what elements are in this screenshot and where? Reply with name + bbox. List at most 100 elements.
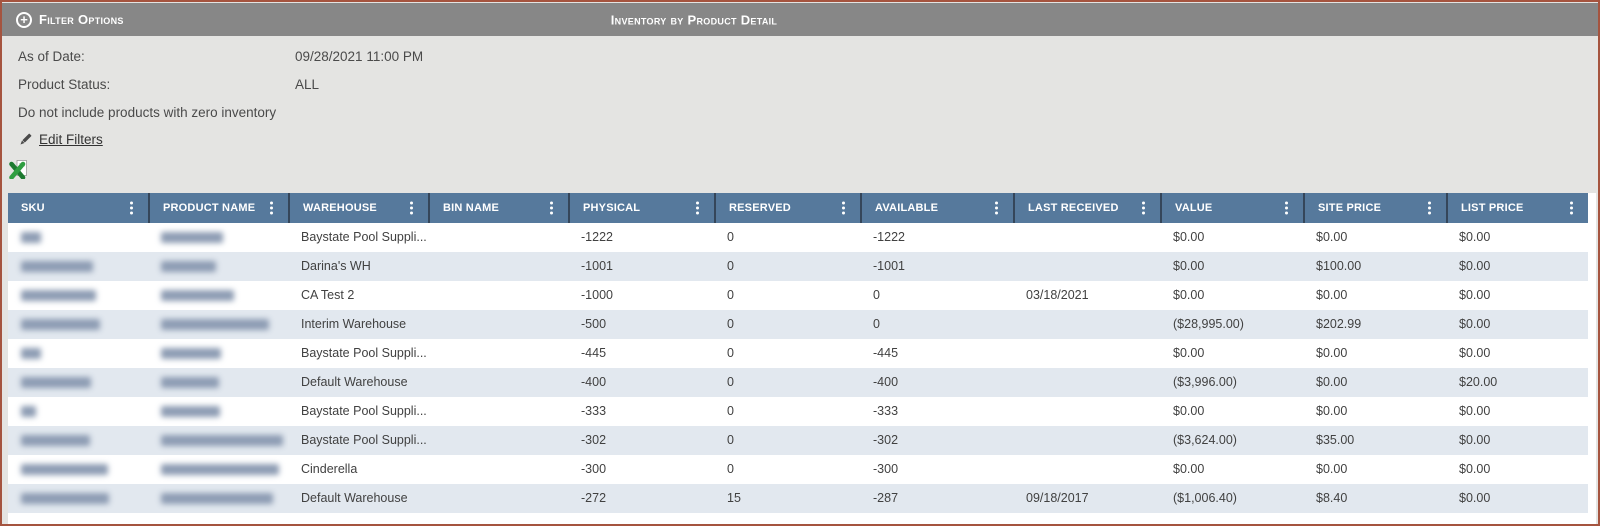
cell-list_price: $0.00 [1459, 259, 1491, 273]
cell-warehouse: Default Warehouse [301, 491, 408, 505]
cell-last_received [1013, 455, 1160, 484]
cell-reserved: 0 [727, 404, 734, 418]
redacted-product-name [161, 290, 234, 301]
cell-list_price: $0.00 [1459, 462, 1491, 476]
cell-reserved: 15 [727, 491, 741, 505]
cell-bin_name [428, 484, 568, 513]
cell-bin_name [428, 339, 568, 368]
cell-sku [8, 223, 148, 252]
column-header-bin_name[interactable]: BIN NAME [428, 193, 568, 223]
cell-reserved: 0 [727, 288, 734, 302]
cell-available: 0 [873, 317, 880, 331]
column-header-product_name[interactable]: PRODUCT NAME [148, 193, 288, 223]
column-header-physical[interactable]: PHYSICAL [568, 193, 714, 223]
column-header-label: PRODUCT NAME [163, 202, 256, 214]
column-header-available[interactable]: AVAILABLE [860, 193, 1013, 223]
column-header-site_price[interactable]: SITE PRICE [1303, 193, 1446, 223]
cell-physical: -300 [581, 462, 607, 476]
cell-warehouse: Interim Warehouse [301, 317, 407, 331]
cell-product_name [148, 455, 288, 484]
column-header-value[interactable]: VALUE [1160, 193, 1303, 223]
filter-options-toggle[interactable]: + Filter Options [16, 11, 124, 28]
table-row: CA Test 2 -1000 0 0 03/18/2021 $0.00 $0.00 $0.0… [8, 281, 1588, 310]
table-row: Baystate Pool Suppli... -302 0 -302 ($3,624.… [8, 426, 1588, 455]
cell-last_received: 03/18/2021 [1026, 288, 1089, 302]
cell-last_received [1013, 339, 1160, 368]
cell-list_price: $0.00 [1459, 491, 1491, 505]
redacted-product-name [161, 319, 269, 330]
column-menu-icon[interactable] [1426, 200, 1433, 217]
cell-available: -300 [873, 462, 899, 476]
column-menu-icon[interactable] [128, 200, 135, 217]
cell-physical: -302 [581, 433, 607, 447]
cell-last_received: 09/18/2017 [1026, 491, 1089, 505]
column-menu-icon[interactable] [1568, 200, 1575, 217]
cell-available: -400 [873, 375, 899, 389]
cell-sku [8, 397, 148, 426]
table-row: Baystate Pool Suppli... -445 0 -445 $0.00 $0.… [8, 339, 1588, 368]
redacted-product-name [161, 435, 283, 446]
column-menu-icon[interactable] [1140, 200, 1147, 217]
column-header-label: VALUE [1175, 202, 1213, 214]
table-row: Interim Warehouse -500 0 0 ($28,995.00) $202.… [8, 310, 1588, 339]
cell-bin_name [428, 368, 568, 397]
cell-bin_name [428, 281, 568, 310]
column-menu-icon[interactable] [408, 200, 415, 217]
cell-warehouse: Default Warehouse [301, 375, 408, 389]
redacted-sku [21, 435, 90, 446]
column-menu-icon[interactable] [268, 200, 275, 217]
cell-reserved: 0 [727, 462, 734, 476]
column-menu-icon[interactable] [840, 200, 847, 217]
cell-value: $0.00 [1173, 230, 1205, 244]
cell-value: ($3,624.00) [1173, 433, 1237, 447]
column-header-reserved[interactable]: RESERVED [714, 193, 860, 223]
column-header-warehouse[interactable]: WAREHOUSE [288, 193, 428, 223]
column-header-list_price[interactable]: LIST PRICE [1446, 193, 1588, 223]
excel-export-icon[interactable] [8, 159, 28, 179]
page-title: Inventory by Product Detail [610, 12, 778, 27]
cell-warehouse: Baystate Pool Suppli... [301, 346, 427, 360]
cell-warehouse: Cinderella [301, 462, 358, 476]
edit-filters-link[interactable]: Edit Filters [18, 130, 103, 148]
cell-bin_name [428, 252, 568, 281]
cell-list_price: $0.00 [1459, 346, 1491, 360]
cell-physical: -272 [581, 491, 607, 505]
column-header-label: BIN NAME [443, 202, 499, 214]
cell-product_name [148, 281, 288, 310]
cell-site_price: $0.00 [1316, 404, 1348, 418]
cell-sku [8, 368, 148, 397]
column-header-label: SITE PRICE [1318, 202, 1382, 214]
redacted-product-name [161, 377, 219, 388]
redacted-sku [21, 261, 93, 272]
cell-value: ($1,006.40) [1173, 491, 1237, 505]
product-status-row: Product Status: ALL [18, 77, 319, 95]
plus-circle-icon: + [16, 11, 32, 28]
cell-product_name [148, 339, 288, 368]
column-header-sku[interactable]: SKU [8, 193, 148, 223]
cell-reserved: 0 [727, 317, 734, 331]
redacted-product-name [161, 348, 221, 359]
redacted-product-name [161, 406, 220, 417]
cell-product_name [148, 368, 288, 397]
column-menu-icon[interactable] [993, 200, 1000, 217]
cell-value: ($3,996.00) [1173, 375, 1237, 389]
cell-warehouse: Baystate Pool Suppli... [301, 230, 427, 244]
column-header-label: RESERVED [729, 202, 791, 214]
table-row: Default Warehouse -400 0 -400 ($3,996.00) $0.… [8, 368, 1588, 397]
cell-site_price: $8.40 [1316, 491, 1348, 505]
cell-product_name [148, 397, 288, 426]
column-menu-icon[interactable] [1283, 200, 1290, 217]
cell-warehouse: Baystate Pool Suppli... [301, 404, 427, 418]
column-menu-icon[interactable] [548, 200, 555, 217]
table-body: Baystate Pool Suppli... -1222 0 -1222 $0.00 $… [8, 223, 1596, 513]
cell-last_received [1013, 310, 1160, 339]
cell-available: 0 [873, 288, 880, 302]
column-menu-icon[interactable] [694, 200, 701, 217]
cell-bin_name [428, 426, 568, 455]
cell-physical: -333 [581, 404, 607, 418]
column-header-last_received[interactable]: LAST RECEIVED [1013, 193, 1160, 223]
cell-reserved: 0 [727, 433, 734, 447]
cell-last_received [1013, 223, 1160, 252]
redacted-sku [21, 232, 41, 243]
column-header-label: PHYSICAL [583, 202, 641, 214]
